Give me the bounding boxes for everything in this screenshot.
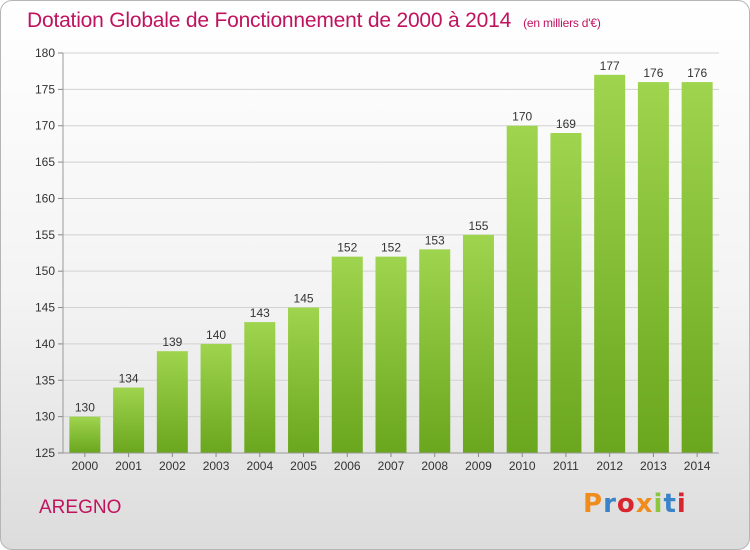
bar-2011[interactable] <box>550 133 582 453</box>
bar-2014[interactable] <box>681 82 713 453</box>
x-tick-label: 2007 <box>378 459 405 473</box>
x-axis: 2000 2001 2002 2003 2004 2005 2006 2007 2008 2009… <box>63 452 719 473</box>
x-tick-label: 2008 <box>421 459 448 473</box>
bar-2003[interactable] <box>200 343 232 453</box>
data-label-2003: 140 <box>206 328 226 342</box>
logo-letter: t <box>663 489 677 519</box>
data-label-2001: 134 <box>119 372 139 386</box>
y-tick-label: 135 <box>35 373 55 387</box>
data-labels: 130 134 139 140 143 145 152 152 153 155 170 169 177 1… <box>75 59 708 415</box>
data-label-2006: 152 <box>337 241 357 255</box>
y-tick-label: 125 <box>35 446 55 460</box>
x-tick-label: 2012 <box>596 459 623 473</box>
bar-2012[interactable] <box>594 74 626 454</box>
chart-subtitle: (en milliers d'€) <box>523 16 601 30</box>
data-label-2011: 169 <box>556 117 576 131</box>
x-tick-label: 2006 <box>334 459 361 473</box>
bar-2010[interactable] <box>506 125 538 454</box>
bar-2001[interactable] <box>113 387 145 453</box>
x-tick-label: 2001 <box>115 459 142 473</box>
data-label-2000: 130 <box>75 401 95 415</box>
logo-letter: x <box>635 489 654 519</box>
y-tick-label: 140 <box>35 337 55 351</box>
y-tick-label: 145 <box>35 301 55 315</box>
logo-letter: P <box>583 489 604 519</box>
logo-letter: r <box>603 489 617 519</box>
bar-2004[interactable] <box>244 322 276 453</box>
logo-letter: o <box>616 489 636 519</box>
x-tick-label: 2005 <box>290 459 317 473</box>
commune-name: AREGNO <box>39 497 122 518</box>
data-label-2008: 153 <box>425 233 445 247</box>
data-label-2012: 177 <box>600 59 620 73</box>
x-tick-label: 2013 <box>640 459 667 473</box>
chart-title: Dotation Globale de Fonctionnement de 20… <box>27 9 601 33</box>
x-tick-label: 2000 <box>72 459 99 473</box>
x-tick-label: 2003 <box>203 459 230 473</box>
bar-2013[interactable] <box>637 82 669 453</box>
y-tick-label: 155 <box>35 228 55 242</box>
bar-2007[interactable] <box>375 256 407 453</box>
bar-2005[interactable] <box>288 307 320 453</box>
x-tick-label: 2004 <box>246 459 273 473</box>
data-label-2010: 170 <box>512 110 532 124</box>
proxiti-logo[interactable]: Proxiti <box>583 489 687 519</box>
x-tick-label: 2002 <box>159 459 186 473</box>
logo-letter: i <box>653 489 664 519</box>
data-label-2005: 145 <box>294 292 314 306</box>
data-label-2009: 155 <box>468 219 488 233</box>
x-tick-label: 2009 <box>465 459 492 473</box>
bar-2002[interactable] <box>156 351 188 453</box>
y-axis: 125 130 135 140 145 150 155 160 165 170 175 180 <box>35 46 64 460</box>
y-tick-label: 160 <box>35 191 55 205</box>
data-label-2007: 152 <box>381 241 401 255</box>
bar-2000[interactable] <box>69 416 101 453</box>
x-tick-label: 2014 <box>684 459 711 473</box>
bar-2008[interactable] <box>419 249 451 453</box>
y-tick-label: 130 <box>35 410 55 424</box>
bar-2009[interactable] <box>462 234 494 453</box>
data-label-2004: 143 <box>250 306 270 320</box>
y-tick-label: 180 <box>35 46 55 60</box>
data-label-2013: 176 <box>643 66 663 80</box>
y-tick-label: 170 <box>35 119 55 133</box>
data-label-2014: 176 <box>687 66 707 80</box>
logo-letter: i <box>676 489 687 519</box>
y-tick-label: 150 <box>35 264 55 278</box>
data-label-2002: 139 <box>162 335 182 349</box>
bars <box>69 74 713 454</box>
bar-2006[interactable] <box>331 256 363 453</box>
chart-title-text: Dotation Globale de Fonctionnement de 20… <box>27 9 512 32</box>
x-tick-label: 2010 <box>509 459 536 473</box>
x-tick-label: 2011 <box>553 459 579 473</box>
y-tick-label: 165 <box>35 155 55 169</box>
y-tick-label: 175 <box>35 82 55 96</box>
